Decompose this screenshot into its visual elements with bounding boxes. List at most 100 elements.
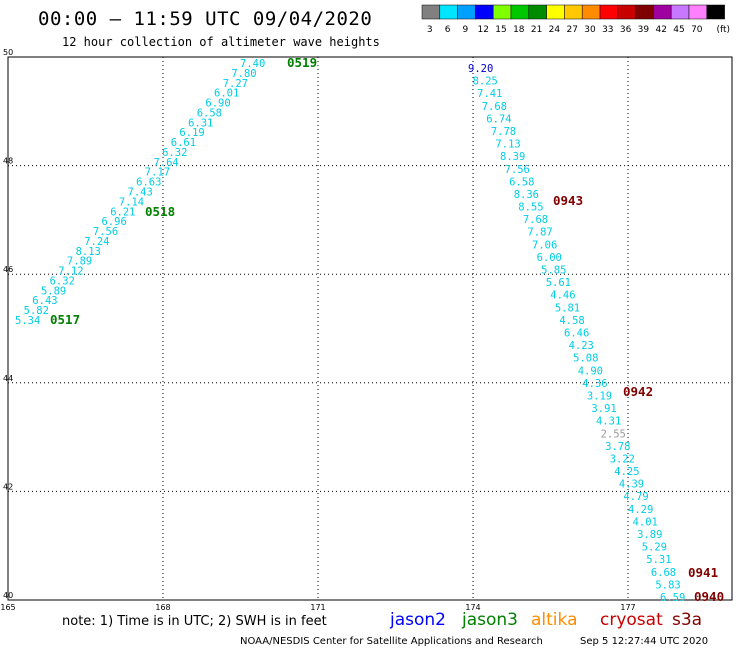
swh-value: 6.59: [660, 592, 685, 604]
swh-value: 6.58: [509, 176, 534, 188]
swh-value: 3.89: [637, 529, 662, 541]
swh-value: 5.31: [646, 554, 671, 566]
swh-value: 3.19: [587, 390, 612, 402]
swh-value: 6.90: [205, 98, 230, 110]
swh-value: 4.90: [578, 365, 603, 377]
legend-tick-label: 27: [566, 25, 577, 35]
swh-value: 7.68: [482, 101, 507, 113]
swh-value: 6.68: [651, 567, 676, 579]
swh-value: 4.25: [614, 466, 639, 478]
swh-value: 7.24: [84, 236, 109, 248]
swh-value: 6.61: [171, 137, 196, 149]
swh-value: 4.23: [569, 340, 594, 352]
y-tick-label: 48: [3, 157, 13, 166]
legend-tick-label: 42: [655, 25, 666, 35]
swh-value: 7.87: [527, 227, 552, 239]
swh-value: 5.34: [15, 315, 40, 327]
swh-value: 7.13: [495, 139, 520, 151]
legend-tick-label: 36: [620, 25, 632, 35]
swh-value: 3.22: [610, 453, 635, 465]
swh-value: 4.39: [619, 479, 644, 491]
swh-value: 6.31: [188, 117, 213, 129]
plot-frame: [7, 56, 733, 601]
legend-tick-label: 6: [445, 25, 451, 35]
swh-value: 7.68: [523, 214, 548, 226]
legend-jason2: jason2: [390, 610, 446, 630]
legend-altika: altika: [531, 610, 578, 630]
swh-value: 6.96: [102, 216, 127, 228]
swh-value: 7.56: [505, 164, 530, 176]
swh-value: 5.29: [642, 542, 667, 554]
swh-value: 5.89: [41, 285, 66, 297]
pass-time-label: 0943: [553, 193, 583, 208]
swh-value: 7.06: [532, 239, 557, 251]
swh-value: 5.81: [555, 302, 580, 314]
swh-value: 5.82: [24, 305, 49, 317]
color-legend: 3 6 9 12 15 18 21 24 27 30 33 36 39 42 45 70 (ft): [421, 4, 730, 35]
swh-value: 7.43: [128, 187, 153, 199]
legend-unit: (ft): [716, 25, 730, 35]
pass-time-label: 0941: [688, 565, 718, 580]
y-tick-label: 46: [3, 265, 13, 274]
swh-value: 4.31: [596, 416, 621, 428]
swh-value: 7.78: [491, 126, 516, 138]
swh-value: 7.12: [58, 266, 83, 278]
swh-value: 6.00: [537, 252, 562, 264]
credit-text: NOAA/NESDIS Center for Satellite Applica…: [240, 636, 543, 647]
swh-value: 6.19: [179, 127, 204, 139]
legend-tick-label: 18: [513, 25, 525, 35]
legend-tick-label: 9: [463, 25, 469, 35]
legend-tick-label: 24: [549, 25, 561, 35]
swh-value: 5.08: [573, 353, 598, 365]
generated-timestamp: Sep 5 12:27:44 UTC 2020: [580, 636, 709, 647]
swh-value: 8.39: [500, 151, 525, 163]
legend-tick-label: 45: [673, 25, 684, 35]
swh-value: 6.01: [214, 88, 239, 100]
legend-tick-label: 21: [531, 25, 542, 35]
pass-time-label: 0518: [145, 204, 175, 219]
x-tick-label: 171: [310, 603, 325, 612]
y-tick-label: 40: [3, 591, 13, 600]
swh-value: 6.74: [486, 113, 511, 125]
swh-value: 4.46: [550, 290, 575, 302]
legend-tick-label: 15: [495, 25, 506, 35]
pass-time-label: 0942: [623, 384, 653, 399]
x-tick-label: 177: [620, 603, 635, 612]
legend-cryosat: cryosat: [600, 610, 663, 630]
swh-value: 5.61: [546, 277, 571, 289]
legend-s3a: s3a: [672, 610, 703, 630]
chart-title: 00:00 – 11:59 UTC 09/04/2020: [38, 8, 373, 30]
swh-value: 4.29: [628, 504, 653, 516]
swh-value: 7.89: [67, 256, 92, 268]
y-tick-label: 50: [3, 48, 13, 57]
swh-value: 5.85: [541, 265, 566, 277]
swh-value: 4.58: [559, 315, 584, 327]
swh-value: 7.64: [153, 157, 178, 169]
swh-value: 7.27: [223, 78, 248, 90]
pass-time-label: 0517: [50, 312, 80, 327]
legend-tick-label: 30: [584, 25, 596, 35]
swh-value: 7.80: [231, 68, 256, 80]
swh-value: 4.01: [633, 516, 658, 528]
swh-value: 9.20: [468, 63, 493, 75]
pass-time-label: 0940: [694, 589, 724, 604]
swh-value: 6.43: [32, 295, 57, 307]
swh-value: 3.78: [605, 441, 630, 453]
legend-tick-label: 12: [477, 25, 488, 35]
footer-note: note: 1) Time is in UTC; 2) SWH is in fe…: [62, 614, 327, 629]
swh-value: 6.63: [136, 177, 161, 189]
chart-subtitle: 12 hour collection of altimeter wave hei…: [62, 35, 380, 49]
swh-value: 7.40: [240, 58, 265, 70]
swh-value: 6.58: [197, 107, 222, 119]
legend-tick-label: 70: [691, 25, 703, 35]
swh-value: 7.41: [477, 88, 502, 100]
swh-value: 6.32: [162, 147, 187, 159]
x-tick-label: 165: [0, 603, 15, 612]
swh-value: 8.36: [514, 189, 539, 201]
swh-value: 8.13: [76, 246, 101, 258]
swh-value: 7.17: [145, 167, 170, 179]
x-tick-label: 174: [465, 603, 480, 612]
swh-value: 3.91: [591, 403, 616, 415]
y-tick-label: 44: [3, 374, 13, 383]
